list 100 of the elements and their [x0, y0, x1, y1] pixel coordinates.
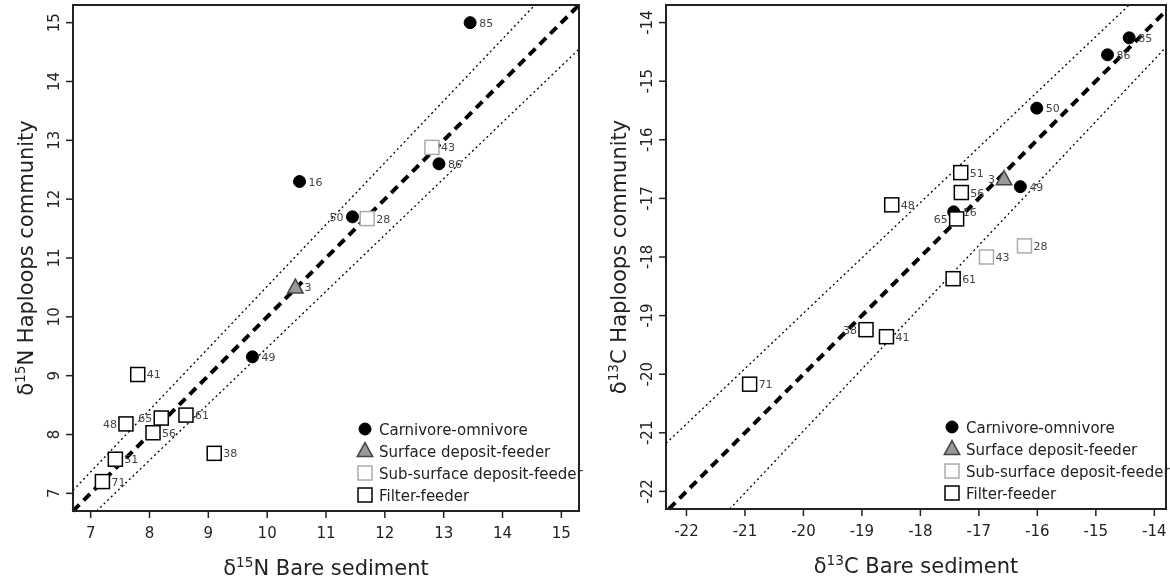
- point: [741, 376, 758, 392]
- annotation: 50: [329, 210, 344, 224]
- y-tick-label: 14: [45, 71, 63, 92]
- annotation: 38: [223, 447, 238, 461]
- y-tick-label: 11: [45, 248, 63, 268]
- point: [432, 157, 446, 171]
- annotation: 3: [304, 281, 312, 295]
- y-tick-label: 7: [45, 488, 63, 499]
- point: [1122, 31, 1136, 45]
- y-tick-label: 8: [45, 429, 63, 440]
- point: [878, 328, 895, 345]
- y-tick-label: -18: [638, 244, 656, 270]
- legend-label: Carnivore-omnivore: [966, 419, 1115, 437]
- legend-label: Filter-feeder: [966, 485, 1058, 503]
- annotation: 71: [758, 378, 773, 392]
- x-tick-label: 10: [257, 524, 277, 542]
- y-tick-label: -21: [638, 420, 656, 446]
- annotation: 3: [988, 173, 996, 187]
- x-tick-label: -18: [908, 522, 933, 540]
- point: [945, 270, 961, 287]
- y-tick-label: 13: [45, 130, 63, 150]
- y-tick-label: -22: [638, 479, 656, 504]
- point: [129, 366, 146, 383]
- point: [995, 169, 1013, 186]
- point: [1101, 48, 1115, 62]
- y-tick-label: -16: [638, 127, 656, 153]
- x-tick-label: 7: [85, 524, 96, 542]
- point: [153, 410, 170, 426]
- x-tick-label: 13: [434, 524, 454, 542]
- annotation: 61: [962, 272, 977, 286]
- point: [948, 211, 965, 227]
- y-tick-label: -14: [638, 10, 656, 35]
- point: [107, 451, 124, 467]
- annotation: 65: [933, 212, 948, 226]
- y-tick-label: -20: [638, 361, 656, 387]
- point: [952, 164, 969, 181]
- x-tick-label: 9: [203, 524, 214, 542]
- annotation: 71: [111, 475, 126, 489]
- legend-label: Surface deposit-feeder: [966, 441, 1139, 459]
- x-axis-title: δ$^{15}$N Bare sediment: [223, 554, 429, 580]
- point: [245, 350, 259, 364]
- y-tick-label: -17: [638, 186, 656, 211]
- x-tick-label: 11: [316, 524, 336, 542]
- x-tick-label: -14: [1142, 522, 1167, 540]
- annotation: 51: [969, 166, 984, 180]
- point: [293, 175, 307, 189]
- point: [1030, 101, 1044, 115]
- point: [978, 249, 995, 265]
- annotation: 41: [895, 330, 910, 344]
- annotation: 48: [102, 417, 117, 431]
- annotation: 49: [1029, 180, 1044, 194]
- point: [286, 278, 304, 294]
- y-tick-label: 10: [45, 307, 63, 327]
- point: [1016, 238, 1033, 254]
- x-tick-label: 12: [375, 524, 395, 542]
- y-tick-label: -15: [638, 68, 656, 94]
- legend-label: Filter-feeder: [379, 487, 471, 505]
- x-tick-label: -19: [849, 522, 875, 540]
- annotation: 56: [162, 426, 177, 440]
- annotation: 41: [146, 368, 161, 382]
- annotation: 86: [447, 157, 462, 171]
- annotation: 49: [261, 350, 276, 364]
- annotation: 50: [1045, 102, 1060, 116]
- x-tick-label: -20: [791, 522, 816, 540]
- point: [424, 139, 440, 156]
- annotation: 28: [1033, 239, 1048, 253]
- y-tick-label: 15: [45, 13, 63, 33]
- annotation: 43: [995, 251, 1010, 264]
- x-axis-title: δ$^{13}$C Bare sediment: [813, 552, 1019, 578]
- annotation: 65: [138, 412, 153, 426]
- annotation: 48: [900, 198, 915, 212]
- point: [359, 210, 375, 227]
- x-tick-label: 15: [551, 524, 571, 542]
- y-tick-label: 12: [45, 189, 63, 209]
- point: [1013, 180, 1027, 194]
- point: [94, 473, 111, 490]
- annotation: 51: [124, 453, 139, 467]
- point: [463, 16, 477, 30]
- annotation: 28: [376, 212, 391, 226]
- x-tick-label: -16: [1025, 522, 1050, 540]
- annotation: 16: [962, 205, 977, 219]
- annotation: 61: [194, 409, 209, 423]
- legend-label: Carnivore-omnivore: [379, 421, 528, 439]
- y-tick-label: -19: [638, 303, 656, 328]
- x-tick-label: 14: [492, 524, 513, 542]
- x-tick-label: -17: [966, 522, 992, 540]
- x-tick-label: -22: [674, 522, 699, 540]
- point: [145, 425, 161, 441]
- x-tick-label: -15: [1083, 522, 1109, 540]
- y-tick-label: 9: [45, 370, 63, 381]
- point: [858, 321, 874, 338]
- point: [345, 210, 359, 224]
- point: [206, 445, 222, 462]
- annotation: 16: [308, 175, 323, 189]
- point: [953, 184, 970, 201]
- annotation: 86: [1116, 48, 1131, 62]
- x-tick-label: -21: [732, 522, 758, 540]
- annotation: 43: [440, 141, 455, 155]
- annotation: 38: [843, 323, 857, 337]
- annotation: 85: [1138, 31, 1153, 45]
